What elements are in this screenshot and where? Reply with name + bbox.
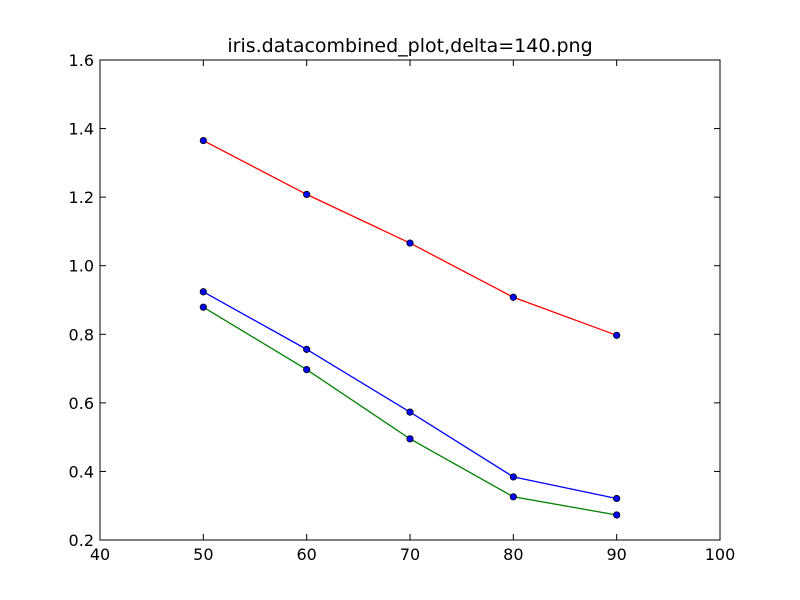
chart-title: iris.datacombined_plot,delta=140.png [227,35,592,57]
series-1-point [303,345,311,353]
x-tick-label: 60 [296,545,316,564]
y-tick-label: 0.2 [69,531,94,550]
x-tick-label: 50 [193,545,213,564]
x-tick-label: 70 [400,545,420,564]
y-tick-label: 1.0 [69,257,94,276]
series-line-1 [203,291,617,500]
series-0-point [303,190,311,198]
series-2-point [509,493,517,501]
y-tick-label: 1.2 [69,188,94,207]
y-tick-label: 0.4 [69,462,94,481]
y-tick-label: 1.6 [69,51,94,70]
series-0-point [406,239,414,247]
x-tick-label: 40 [90,545,110,564]
series-1-point [509,473,517,481]
series-2-point [303,365,311,374]
x-tick-label: 100 [705,545,736,564]
series-layer [199,136,621,519]
series-2-point [613,511,621,519]
x-tick-label: 80 [503,545,523,564]
series-2-point [199,303,207,311]
series-1-point [199,288,207,296]
y-tick-label: 0.6 [69,394,94,413]
x-tick-label: 90 [606,545,626,564]
series-0-point [509,293,517,301]
ticks-layer: 40 50 60 70 80 90 100 0.2 0.4 0.6 0.8 1.0 1.2 1.4 1.6 [69,51,736,564]
series-2-point [406,435,414,443]
series-0-point [613,331,621,339]
series-1-point [613,494,621,503]
y-tick-label: 1.4 [69,120,94,139]
series-0-point [199,136,207,145]
plot-frame [99,59,721,541]
y-tick-label: 0.8 [69,325,94,344]
series-line-0 [203,139,617,336]
series-1-point [406,408,414,416]
